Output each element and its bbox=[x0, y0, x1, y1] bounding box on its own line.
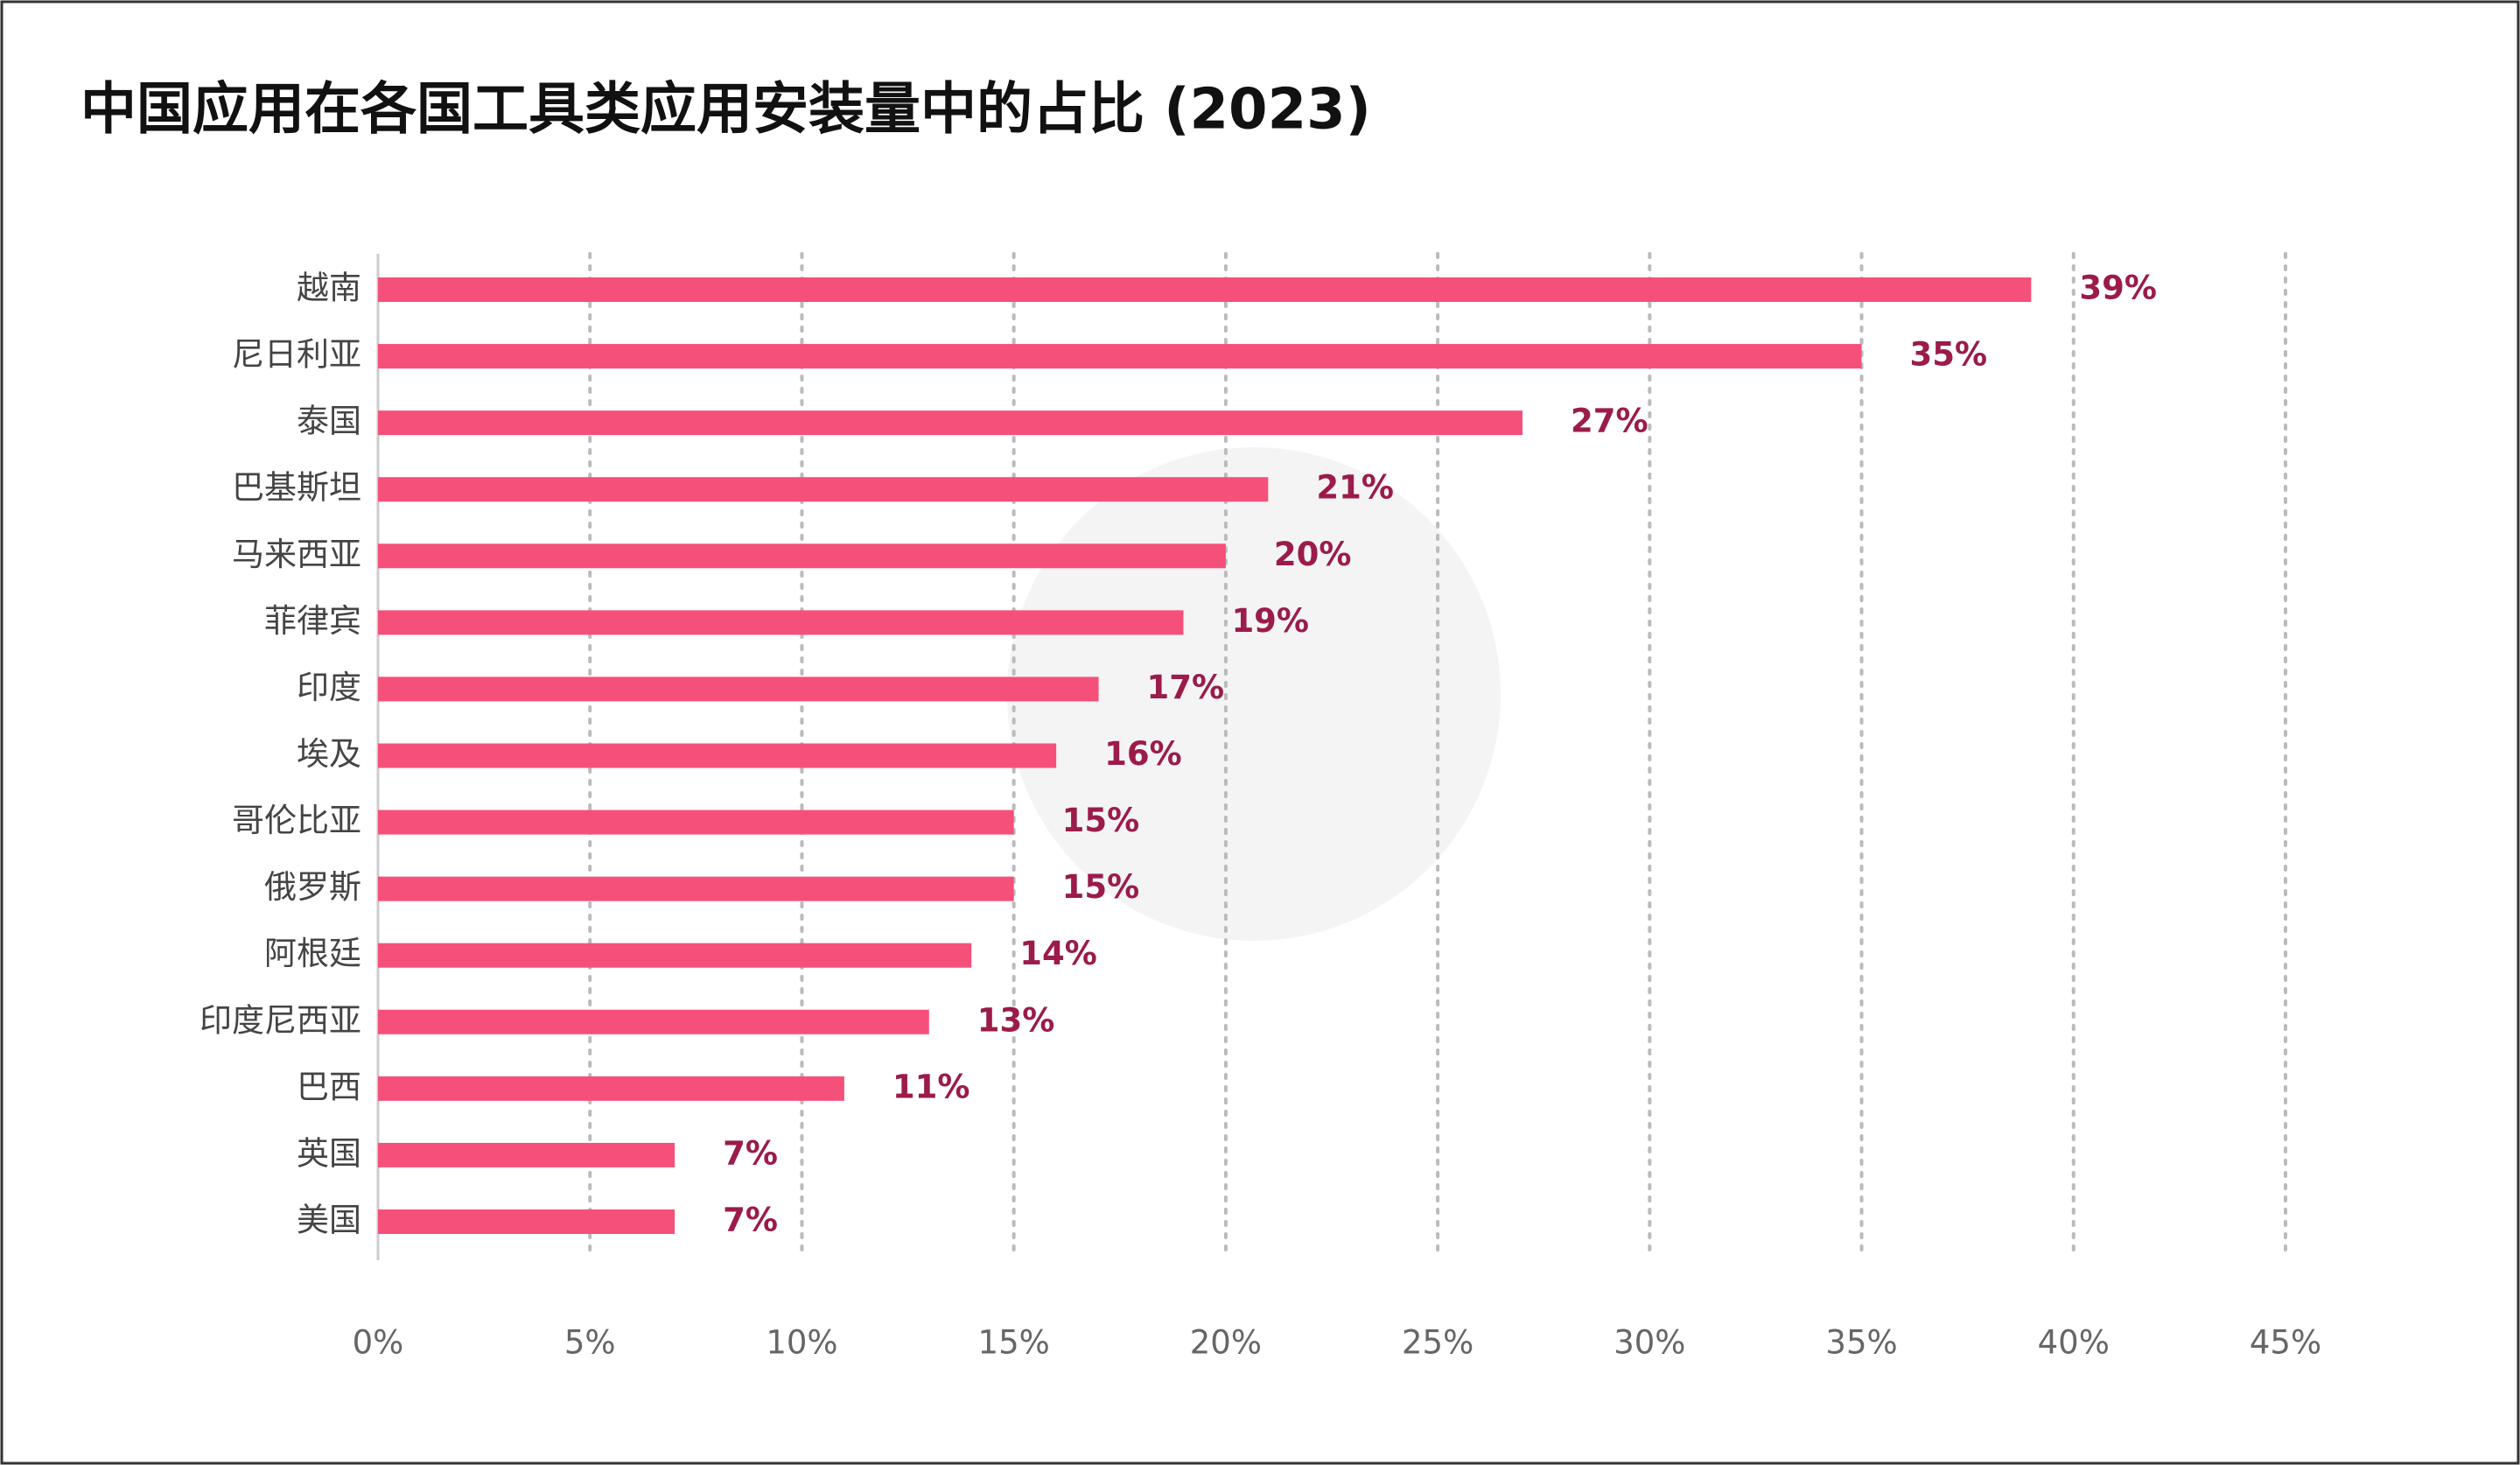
bar bbox=[378, 477, 1269, 502]
value-label: 15% bbox=[1062, 802, 1140, 839]
bar bbox=[378, 277, 2032, 302]
value-label: 27% bbox=[1571, 403, 1648, 440]
bar bbox=[378, 676, 1099, 702]
value-label: 7% bbox=[723, 1134, 778, 1172]
x-tick-label: 35% bbox=[1825, 1324, 1897, 1362]
watermark bbox=[1007, 447, 1501, 941]
bar bbox=[378, 1142, 676, 1167]
y-tick-label: 俄罗斯 bbox=[264, 868, 361, 906]
y-tick-label: 菲律宾 bbox=[264, 602, 361, 640]
value-label: 15% bbox=[1062, 868, 1140, 906]
x-tick-label: 5% bbox=[564, 1324, 616, 1362]
chart-title: 中国应用在各国工具类应用安装量中的占比 (2023) bbox=[80, 78, 1371, 143]
y-tick-label: 尼日利亚 bbox=[232, 336, 361, 374]
x-tick-label: 30% bbox=[1614, 1324, 1685, 1362]
value-label: 21% bbox=[1316, 469, 1394, 507]
y-tick-label: 越南 bbox=[297, 270, 361, 307]
value-label: 35% bbox=[1910, 336, 1988, 374]
y-tick-label: 巴西 bbox=[297, 1068, 361, 1105]
x-tick-label: 25% bbox=[1402, 1324, 1474, 1362]
bar bbox=[378, 1209, 676, 1234]
y-tick-label: 印度尼西亚 bbox=[200, 1001, 361, 1039]
bar bbox=[378, 344, 1862, 369]
bar bbox=[378, 943, 972, 968]
bar bbox=[378, 610, 1184, 635]
bar bbox=[378, 743, 1057, 768]
value-label: 14% bbox=[1019, 935, 1097, 972]
value-label: 11% bbox=[892, 1068, 970, 1105]
y-tick-label: 印度 bbox=[297, 669, 361, 706]
y-tick-label: 巴基斯坦 bbox=[232, 469, 361, 507]
x-tick-label: 20% bbox=[1190, 1324, 1262, 1362]
value-label: 20% bbox=[1274, 536, 1352, 573]
bar bbox=[378, 876, 1014, 901]
value-label: 19% bbox=[1231, 602, 1309, 640]
x-tick-label: 15% bbox=[978, 1324, 1050, 1362]
y-tick-label: 英国 bbox=[297, 1134, 361, 1172]
value-label: 39% bbox=[2079, 270, 2157, 307]
x-tick-label: 40% bbox=[2038, 1324, 2110, 1362]
bar bbox=[378, 543, 1226, 569]
x-tick-label: 45% bbox=[2250, 1324, 2321, 1362]
bar bbox=[378, 1076, 844, 1101]
value-label: 7% bbox=[723, 1202, 778, 1239]
value-label: 16% bbox=[1104, 735, 1182, 773]
value-label: 17% bbox=[1147, 669, 1225, 706]
bar bbox=[378, 810, 1014, 835]
value-label: 13% bbox=[977, 1001, 1055, 1039]
y-tick-label: 埃及 bbox=[297, 735, 361, 773]
y-tick-label: 哥伦比亚 bbox=[232, 802, 361, 839]
y-tick-label: 马来西亚 bbox=[232, 536, 361, 573]
y-tick-label: 泰国 bbox=[297, 403, 361, 440]
x-tick-label: 0% bbox=[353, 1324, 404, 1362]
bar bbox=[378, 1009, 929, 1034]
x-tick-label: 10% bbox=[766, 1324, 837, 1362]
bar bbox=[378, 410, 1522, 436]
y-tick-label: 阿根廷 bbox=[264, 935, 361, 972]
y-tick-label: 美国 bbox=[297, 1202, 361, 1239]
